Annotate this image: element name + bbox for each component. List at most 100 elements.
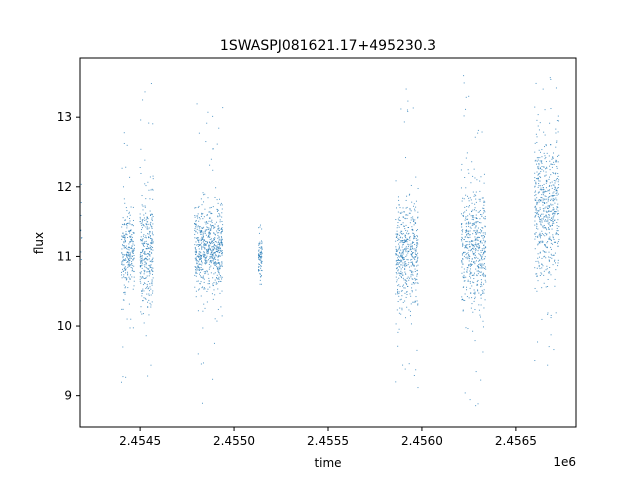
data-point xyxy=(404,240,406,242)
data-point xyxy=(468,197,470,199)
data-point xyxy=(471,274,473,276)
data-point xyxy=(208,283,210,285)
data-point xyxy=(401,309,403,311)
data-point xyxy=(397,301,399,303)
data-point xyxy=(143,282,145,284)
data-point xyxy=(395,260,397,262)
data-point xyxy=(409,277,411,279)
data-point xyxy=(554,259,556,261)
data-point xyxy=(258,254,260,256)
data-point xyxy=(546,166,548,168)
data-point xyxy=(479,240,481,242)
data-point xyxy=(537,236,539,238)
data-point xyxy=(128,264,130,266)
data-point xyxy=(470,249,472,251)
data-point xyxy=(539,234,541,236)
data-point xyxy=(539,176,541,178)
data-point xyxy=(469,241,471,243)
data-point xyxy=(538,256,540,258)
data-point xyxy=(259,241,261,243)
data-point xyxy=(404,266,406,268)
data-point xyxy=(395,248,397,250)
data-point xyxy=(401,260,403,262)
data-point xyxy=(147,216,149,218)
data-point xyxy=(469,282,471,284)
data-point xyxy=(412,274,414,276)
data-point xyxy=(538,218,540,220)
data-point xyxy=(472,215,474,217)
data-point xyxy=(149,245,151,247)
data-point xyxy=(417,252,419,254)
data-point xyxy=(466,234,468,236)
data-point xyxy=(196,215,198,217)
data-point xyxy=(537,177,539,179)
data-point xyxy=(538,149,540,151)
data-point xyxy=(556,199,558,201)
data-point xyxy=(556,187,558,189)
data-point xyxy=(213,255,215,257)
data-point xyxy=(464,299,466,301)
data-point xyxy=(403,264,405,266)
data-point xyxy=(416,300,418,302)
data-point xyxy=(411,226,413,228)
data-point xyxy=(129,232,131,234)
data-point xyxy=(201,261,203,263)
data-point xyxy=(484,242,486,244)
data-point xyxy=(415,289,417,291)
data-point xyxy=(210,260,212,262)
data-point xyxy=(123,264,125,266)
data-point xyxy=(214,279,216,281)
data-point xyxy=(546,191,548,193)
data-point xyxy=(410,184,412,186)
data-point xyxy=(535,190,537,192)
data-point xyxy=(552,236,554,238)
data-point xyxy=(406,306,408,308)
data-point xyxy=(550,253,552,255)
data-point xyxy=(208,235,210,237)
data-point xyxy=(210,250,212,252)
data-point xyxy=(200,240,202,242)
data-point xyxy=(461,240,463,242)
data-point xyxy=(152,247,154,249)
data-point xyxy=(467,280,469,282)
data-point xyxy=(215,187,217,189)
data-point xyxy=(541,197,543,199)
data-point xyxy=(396,259,398,261)
data-point xyxy=(472,191,474,193)
data-point xyxy=(551,187,553,189)
data-point xyxy=(539,233,541,235)
data-point xyxy=(477,243,479,245)
data-point xyxy=(208,232,210,234)
data-point xyxy=(465,257,467,259)
data-point xyxy=(208,236,210,238)
data-point xyxy=(212,242,214,244)
data-point xyxy=(141,222,143,224)
data-point xyxy=(410,303,412,305)
data-point xyxy=(151,267,153,269)
data-point xyxy=(538,266,540,268)
data-point xyxy=(403,284,405,286)
data-point xyxy=(125,269,127,271)
data-point xyxy=(412,252,414,254)
data-point xyxy=(475,254,477,256)
data-point xyxy=(552,156,554,158)
data-point xyxy=(213,273,215,275)
data-point xyxy=(197,213,199,215)
data-point xyxy=(555,172,557,174)
data-point xyxy=(406,109,408,111)
data-point xyxy=(133,280,135,282)
data-point xyxy=(556,141,558,143)
data-point xyxy=(415,250,417,252)
data-point xyxy=(209,248,211,250)
data-point xyxy=(549,165,551,167)
data-point xyxy=(537,202,539,204)
data-point xyxy=(414,256,416,258)
data-point xyxy=(210,260,212,262)
data-point xyxy=(542,190,544,192)
data-point xyxy=(123,274,125,276)
data-point xyxy=(196,226,198,228)
data-point xyxy=(461,224,463,226)
data-point xyxy=(396,233,398,235)
data-point xyxy=(405,249,407,251)
data-point xyxy=(121,277,123,279)
